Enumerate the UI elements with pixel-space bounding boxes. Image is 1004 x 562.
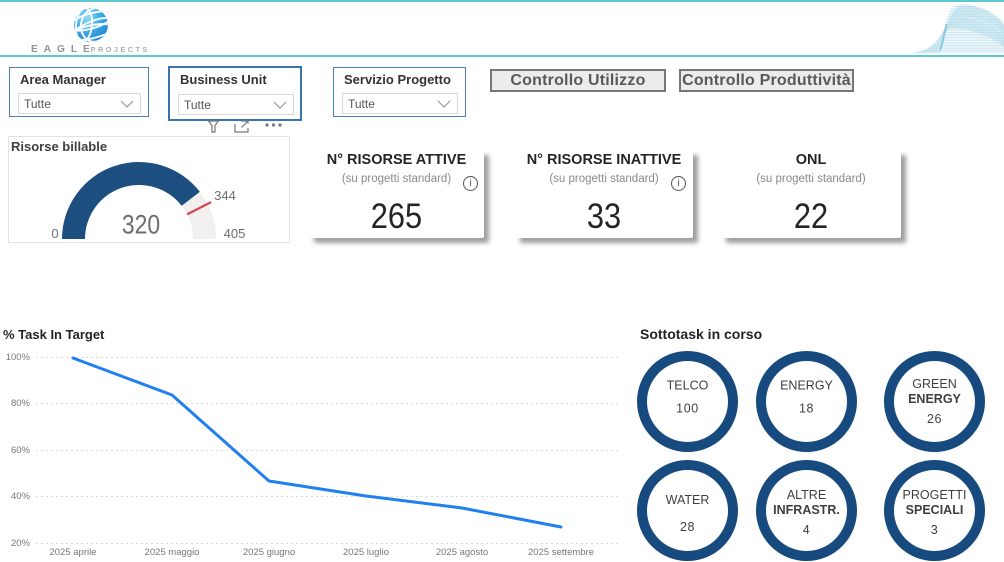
svg-text:344: 344 bbox=[214, 188, 236, 203]
svg-text:320: 320 bbox=[122, 210, 160, 240]
svg-text:0: 0 bbox=[51, 226, 58, 241]
svg-text:405: 405 bbox=[224, 226, 246, 241]
